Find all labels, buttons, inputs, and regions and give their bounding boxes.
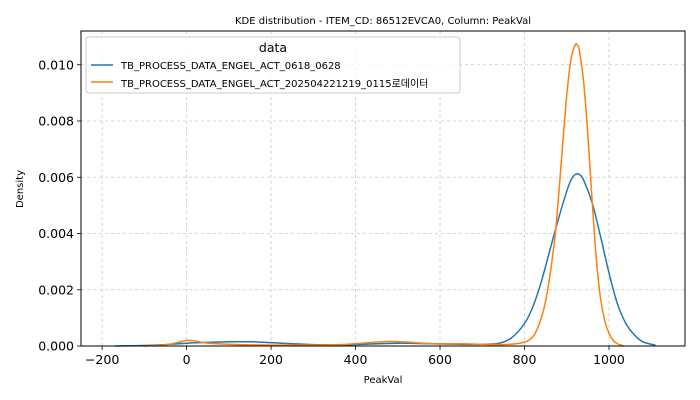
y-axis-ticks: 0.000 0.002 0.004 0.006 0.008 0.010 <box>38 57 81 354</box>
y-tick-label: 0.008 <box>38 114 74 129</box>
series-layer <box>114 43 656 347</box>
y-tick-label: 0.010 <box>38 57 74 72</box>
x-tick-label: 800 <box>513 352 537 367</box>
legend-title: data <box>259 40 287 55</box>
series-line-orange <box>144 43 625 347</box>
y-tick-label: 0.002 <box>38 282 74 297</box>
y-tick-label: 0.006 <box>38 170 74 185</box>
x-tick-label: 200 <box>259 352 283 367</box>
x-tick-label: −200 <box>85 352 119 367</box>
legend-box <box>85 36 461 94</box>
x-tick-label: 400 <box>344 352 368 367</box>
legend-entry-1: TB_PROCESS_DATA_ENGEL_ACT_0618_0628 <box>120 61 341 72</box>
x-axis-label: PeakVal <box>364 375 403 386</box>
legend-entry-2: TB_PROCESS_DATA_ENGEL_ACT_202504221219_0… <box>120 78 428 90</box>
x-axis-ticks: −200 0 200 400 600 800 1000 <box>85 346 625 367</box>
plot-frame <box>80 30 686 347</box>
chart-title: KDE distribution - ITEM_CD: 86512EVCA0, … <box>235 16 531 27</box>
y-tick-label: 0.000 <box>38 339 74 354</box>
x-tick-label: 1000 <box>593 352 625 367</box>
y-tick-label: 0.004 <box>38 226 74 241</box>
x-tick-label: 600 <box>428 352 452 367</box>
x-tick-label: 0 <box>183 352 191 367</box>
series-line-blue <box>114 172 656 347</box>
y-axis-label: Density <box>15 170 26 208</box>
legend: data TB_PROCESS_DATA_ENGEL_ACT_0618_0628… <box>85 36 461 94</box>
